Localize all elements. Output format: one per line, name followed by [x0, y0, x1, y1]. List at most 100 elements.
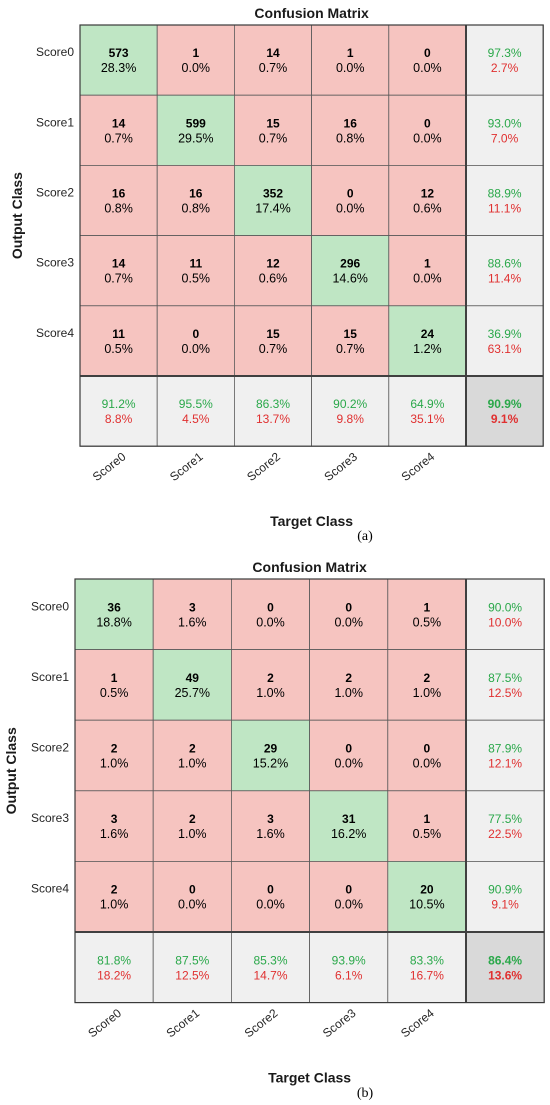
cell-percent: 1.2%	[413, 342, 442, 356]
cell-count: 16	[112, 187, 126, 201]
row-summary-correct: 88.6%	[488, 257, 522, 271]
off-diagonal-cell	[74, 719, 154, 792]
col-summary-error: 6.1%	[335, 968, 363, 982]
off-diagonal-cell	[387, 719, 467, 792]
cell-percent: 0.7%	[104, 131, 133, 145]
cell-percent: 0.0%	[334, 898, 363, 912]
off-diagonal-cell	[79, 94, 158, 166]
y-tick-label: Score4	[36, 326, 74, 340]
confusion-matrix-a: Confusion Matrix57328.3%10.0%140.7%10.0%…	[9, 5, 544, 544]
col-summary-correct: 93.9%	[332, 953, 366, 967]
row-summary-error: 12.5%	[488, 686, 522, 700]
cell-count: 1	[424, 257, 431, 271]
cell-count: 2	[267, 671, 274, 685]
cell-percent: 25.7%	[175, 686, 210, 700]
off-diagonal-cell	[309, 719, 389, 792]
cell-count: 0	[267, 600, 274, 614]
y-tick-label: Score2	[31, 741, 69, 755]
row-summary-cell	[465, 94, 544, 166]
off-diagonal-cell	[388, 235, 467, 307]
y-tick-label: Score1	[31, 670, 69, 684]
cell-percent: 0.5%	[413, 615, 442, 629]
cell-count: 20	[420, 883, 434, 897]
diagonal-cell	[233, 164, 312, 236]
cell-percent: 0.7%	[259, 342, 288, 356]
cell-count: 573	[109, 46, 129, 60]
cell-count: 15	[266, 116, 280, 130]
cell-percent: 0.6%	[259, 272, 288, 286]
cell-percent: 0.0%	[413, 272, 442, 286]
x-axis-title: Target Class	[270, 513, 353, 529]
confusion-matrix-b: Confusion Matrix3618.8%31.6%00.0%00.0%10…	[3, 559, 545, 1101]
x-tick-label: Score0	[85, 1006, 124, 1041]
cell-count: 2	[345, 671, 352, 685]
cell-percent: 1.0%	[100, 898, 129, 912]
col-summary-cell	[387, 931, 467, 1003]
overall-cell	[465, 931, 545, 1003]
cell-count: 29	[264, 742, 278, 756]
off-diagonal-cell	[74, 861, 154, 933]
row-summary-correct: 87.5%	[488, 671, 522, 685]
off-diagonal-cell	[387, 578, 467, 650]
cell-percent: 0.8%	[336, 131, 365, 145]
cell-percent: 0.0%	[178, 898, 207, 912]
cell-count: 12	[266, 257, 280, 271]
row-summary-correct: 88.9%	[488, 187, 522, 201]
cell-count: 15	[344, 327, 358, 341]
y-tick-label: Score2	[36, 186, 74, 200]
cell-percent: 0.7%	[336, 342, 365, 356]
overall-accuracy: 86.4%	[488, 953, 522, 967]
row-summary-error: 12.1%	[488, 757, 522, 771]
off-diagonal-cell	[79, 164, 158, 236]
off-diagonal-cell	[387, 649, 467, 721]
x-tick-label: Score0	[90, 449, 129, 484]
col-summary-cell	[388, 375, 467, 447]
cell-count: 0	[189, 883, 196, 897]
off-diagonal-cell	[388, 164, 467, 236]
off-diagonal-cell	[233, 94, 312, 166]
cell-percent: 0.0%	[336, 61, 365, 75]
row-summary-error: 9.1%	[491, 898, 519, 912]
off-diagonal-cell	[230, 790, 310, 862]
off-diagonal-cell	[311, 305, 390, 377]
cell-count: 2	[189, 742, 196, 756]
cell-percent: 0.5%	[104, 342, 133, 356]
cell-count: 49	[186, 671, 200, 685]
cell-percent: 0.0%	[256, 615, 285, 629]
cell-count: 0	[345, 600, 352, 614]
y-tick-label: Score1	[36, 115, 74, 129]
row-summary-cell	[465, 790, 545, 862]
cell-percent: 0.7%	[259, 61, 288, 75]
off-diagonal-cell	[388, 94, 467, 166]
cell-count: 2	[111, 742, 118, 756]
cell-count: 0	[424, 742, 431, 756]
cell-percent: 0.0%	[182, 61, 211, 75]
diagonal-cell	[311, 235, 390, 307]
cell-count: 31	[342, 812, 356, 826]
row-summary-cell	[465, 235, 544, 307]
cell-count: 1	[111, 671, 118, 685]
cell-count: 0	[424, 46, 431, 60]
col-summary-error: 8.8%	[105, 412, 133, 426]
x-tick-label: Score2	[242, 1006, 281, 1041]
off-diagonal-cell	[311, 164, 390, 236]
x-axis-title: Target Class	[268, 1070, 351, 1086]
row-summary-cell	[465, 164, 544, 236]
col-summary-cell	[233, 375, 312, 447]
cell-percent: 28.3%	[101, 61, 136, 75]
col-summary-correct: 90.2%	[333, 397, 367, 411]
cell-percent: 0.0%	[182, 342, 211, 356]
row-summary-error: 63.1%	[488, 342, 522, 356]
cell-count: 1	[424, 812, 431, 826]
y-tick-label: Score3	[36, 256, 74, 270]
col-summary-correct: 95.5%	[179, 397, 213, 411]
cell-percent: 0.0%	[413, 131, 442, 145]
overall-error: 9.1%	[491, 412, 519, 426]
col-summary-correct: 81.8%	[97, 953, 131, 967]
x-tick-label: Score4	[398, 1006, 437, 1041]
cell-count: 1	[347, 46, 354, 60]
col-summary-cell	[79, 375, 158, 447]
cell-count: 36	[107, 600, 121, 614]
cell-count: 14	[266, 46, 280, 60]
row-summary-correct: 97.3%	[488, 46, 522, 60]
